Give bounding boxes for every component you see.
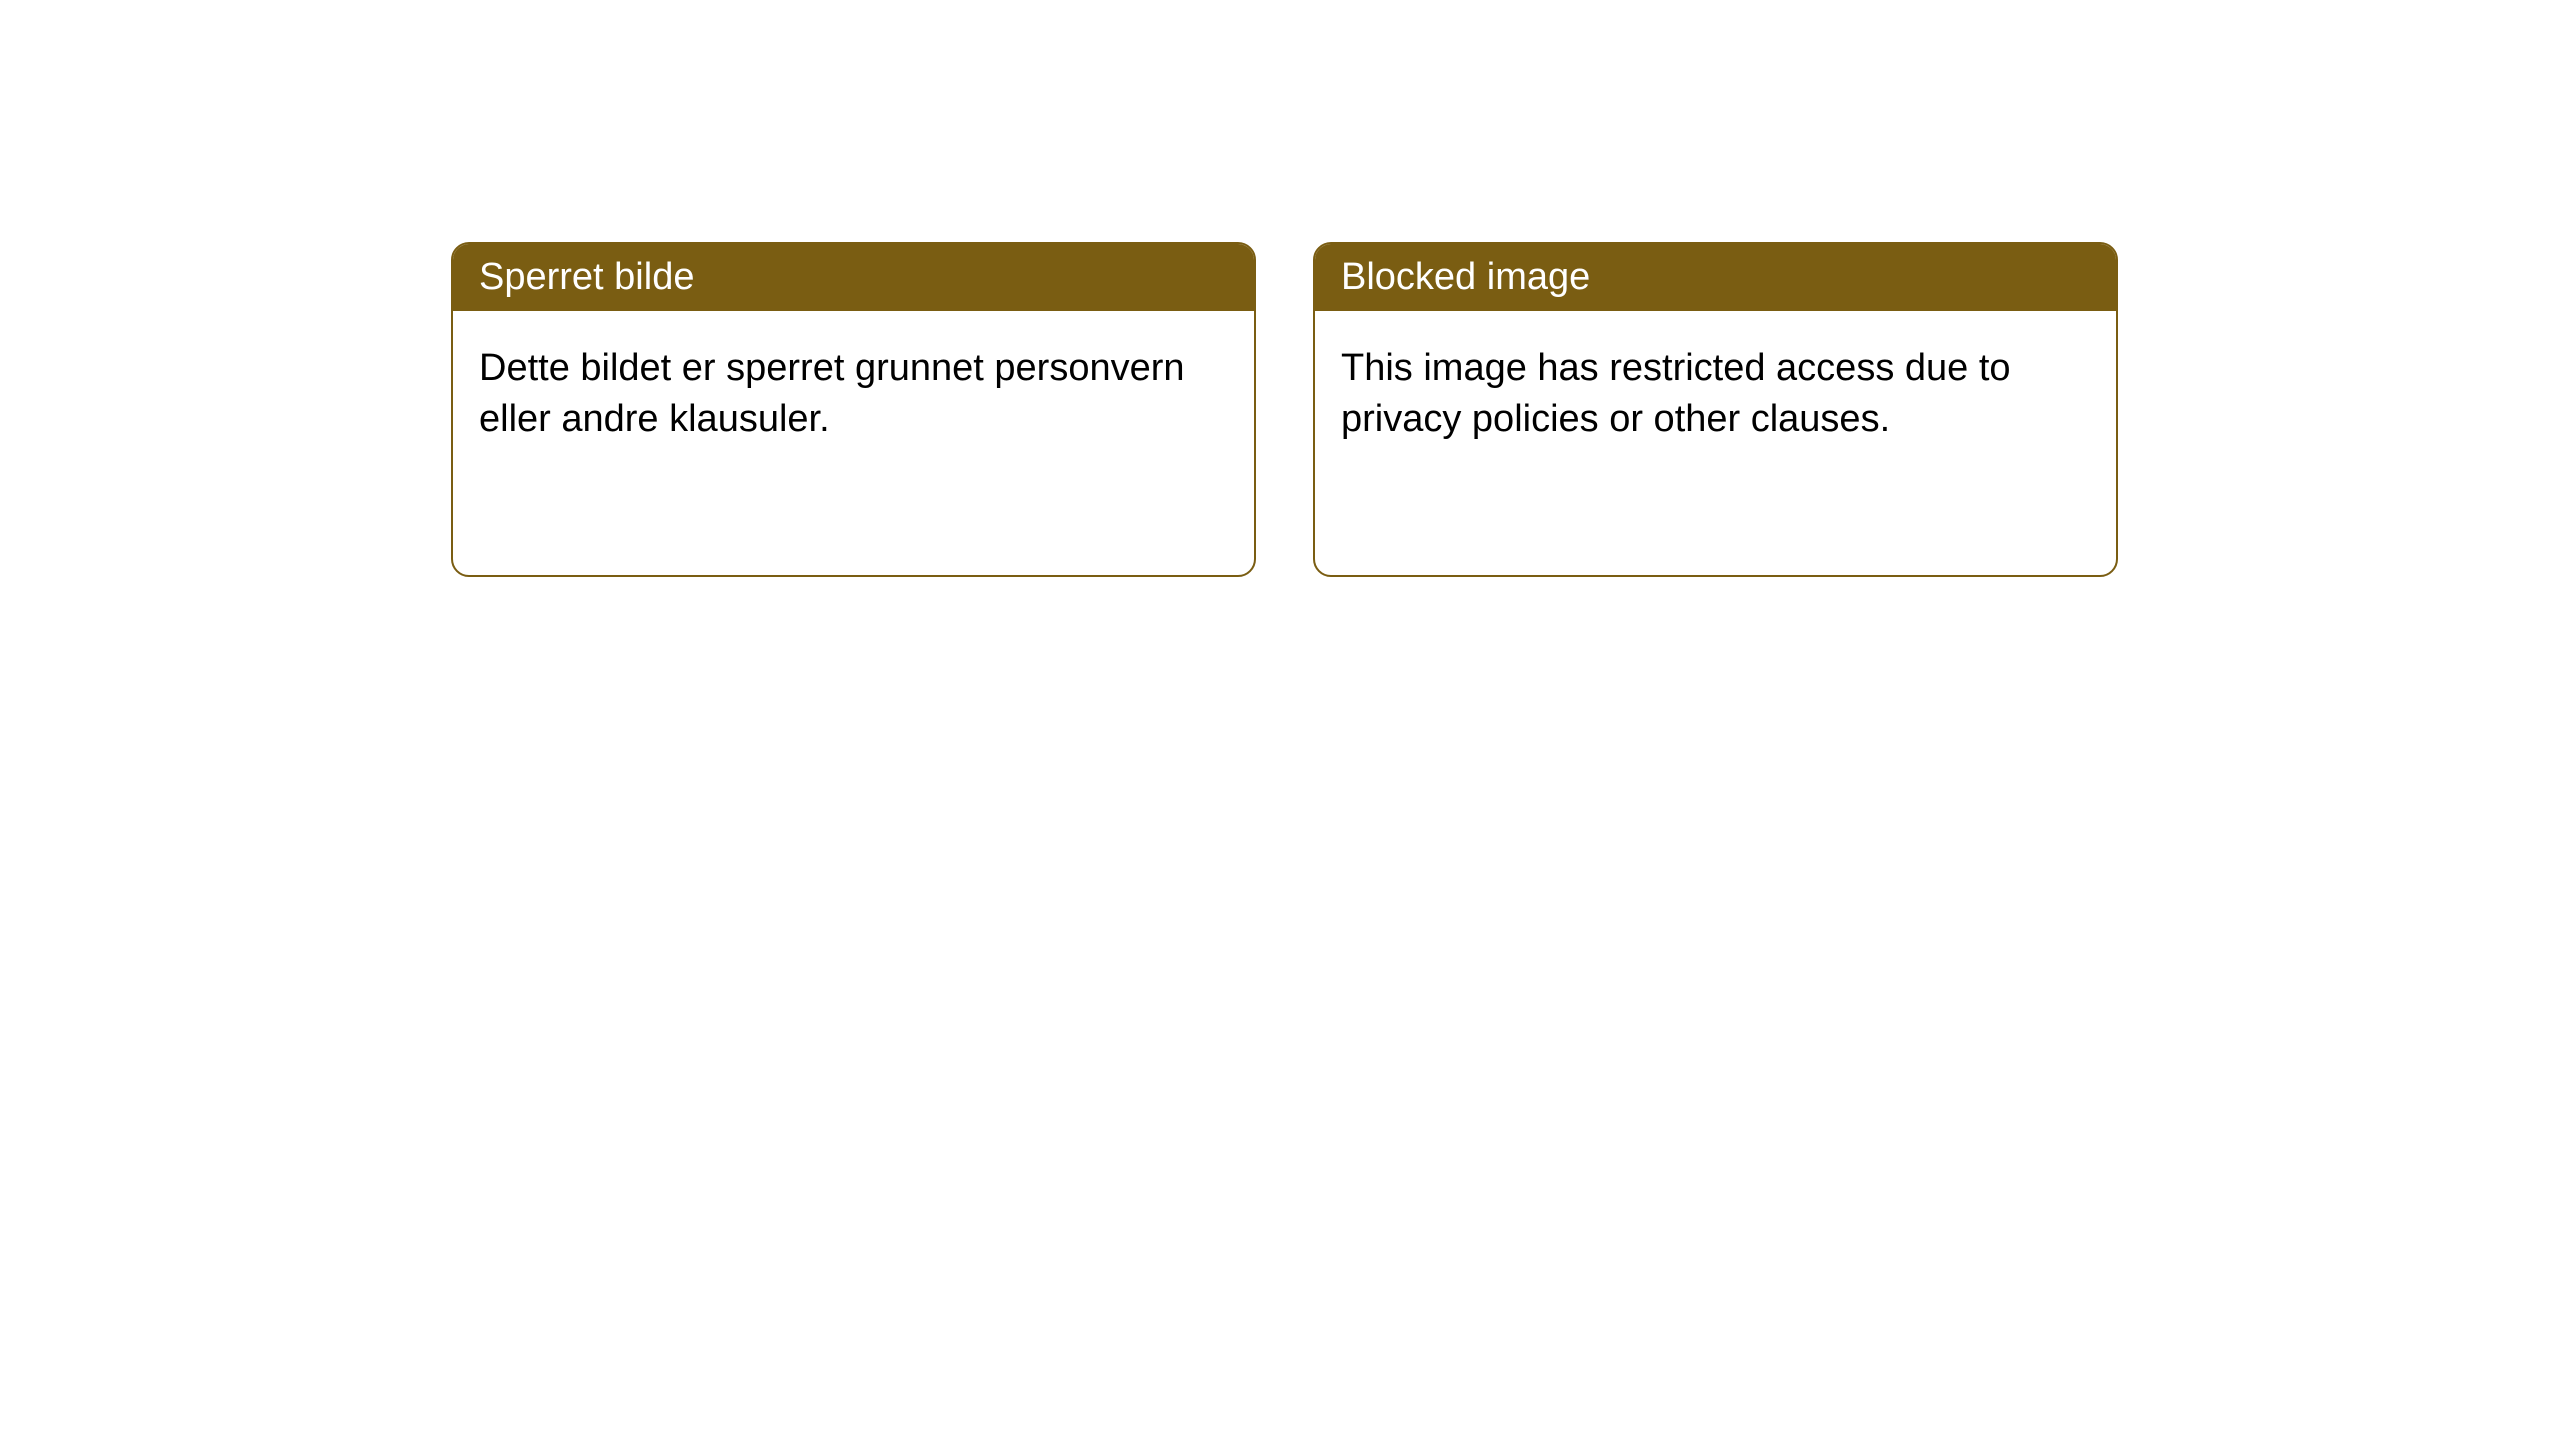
notice-body: This image has restricted access due to … <box>1315 311 2116 478</box>
notice-title: Blocked image <box>1341 256 1590 298</box>
notice-card-english: Blocked image This image has restricted … <box>1313 242 2118 577</box>
notice-card-norwegian: Sperret bilde Dette bildet er sperret gr… <box>451 242 1256 577</box>
notice-header: Sperret bilde <box>453 244 1254 311</box>
notice-body: Dette bildet er sperret grunnet personve… <box>453 311 1254 478</box>
notice-message: Dette bildet er sperret grunnet personve… <box>479 347 1185 440</box>
notice-message: This image has restricted access due to … <box>1341 347 2011 440</box>
notice-title: Sperret bilde <box>479 256 694 298</box>
notice-header: Blocked image <box>1315 244 2116 311</box>
notice-container: Sperret bilde Dette bildet er sperret gr… <box>451 242 2118 577</box>
